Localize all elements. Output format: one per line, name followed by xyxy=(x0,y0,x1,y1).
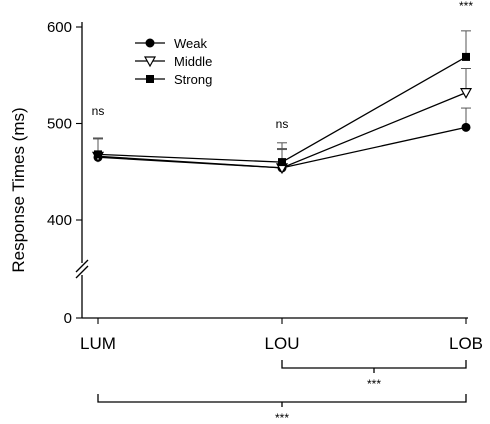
y-axis-label: Response Times (ms) xyxy=(9,107,28,272)
y-tick-label: 500 xyxy=(47,116,72,133)
marker-weak xyxy=(461,122,471,132)
marker-middle xyxy=(459,88,473,99)
legend: Weak Middle Strong xyxy=(135,36,212,87)
marker-strong xyxy=(462,52,470,61)
legend-marker-strong xyxy=(146,75,154,83)
x-tick-label: LOU xyxy=(265,334,300,353)
bracket-label: *** xyxy=(275,411,289,424)
axes xyxy=(75,22,468,319)
marker-strong xyxy=(278,158,286,167)
axis-break-mark xyxy=(75,259,89,273)
comparison-bracket xyxy=(281,360,467,373)
comparison-bracket xyxy=(97,394,467,407)
error-bars xyxy=(93,30,471,168)
legend-label: Middle xyxy=(174,54,212,69)
significance-brackets: *** *** xyxy=(97,360,467,424)
y-tick-label: 600 xyxy=(47,19,72,36)
x-categories: LUM LOU LOB xyxy=(80,318,483,353)
x-tick-label: LOB xyxy=(449,334,483,353)
legend-marker-middle xyxy=(143,56,157,68)
marker-strong xyxy=(94,150,102,159)
axis-break-mark xyxy=(75,265,89,279)
y-tick-label: 400 xyxy=(47,212,72,229)
significance-label: *** xyxy=(459,0,473,13)
bracket-label: *** xyxy=(367,377,381,391)
significance-label: ns xyxy=(92,104,105,118)
x-tick-label: LUM xyxy=(80,334,116,353)
y-tick-label: 0 xyxy=(64,310,72,327)
legend-label: Strong xyxy=(174,72,212,87)
legend-marker-weak xyxy=(145,38,155,48)
series-markers xyxy=(91,52,473,175)
significance-label: ns xyxy=(276,117,289,131)
legend-label: Weak xyxy=(174,36,207,51)
significance-annotations: ns ns *** xyxy=(92,0,474,131)
y-ticks: 0 400 500 600 xyxy=(47,19,82,327)
